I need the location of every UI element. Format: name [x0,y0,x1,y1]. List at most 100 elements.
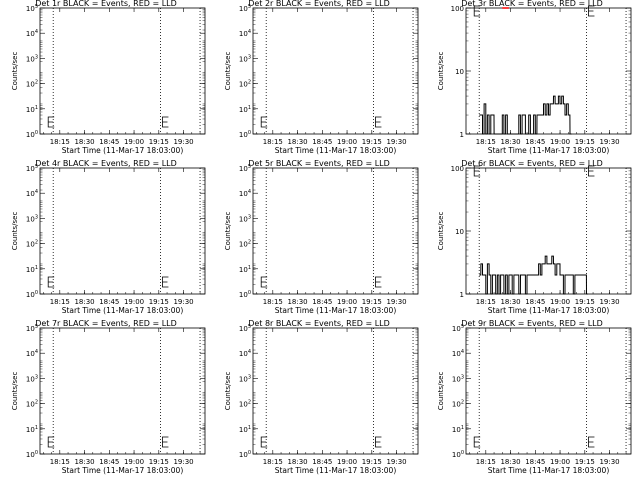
y-tick-label: 102 [26,240,38,249]
x-tick-label: 19:00 [124,458,144,466]
panel-title: Det 9r BLACK = Events, RED = LLD [461,319,603,328]
panel-title: Det 8r BLACK = Events, RED = LLD [248,319,390,328]
y-tick-label: 102 [26,80,38,89]
y-tick-label: 102 [239,80,251,89]
y-tick-label: 101 [26,265,38,274]
x-tick-label: 18:45 [99,138,119,146]
e-marker [162,116,169,128]
x-tick-label: 18:15 [50,138,70,146]
x-tick-label: 18:45 [525,458,545,466]
y-tick-label: 100 [26,130,38,139]
e-marker [260,436,268,448]
x-tick-label: 19:15 [362,138,382,146]
y-tick-label: 105 [239,324,251,333]
axes-frame [39,167,206,295]
y-tick-label: 105 [26,4,38,13]
y-tick-label: 100 [239,130,251,139]
y-tick-label: 103 [26,214,38,223]
x-tick-label: 19:30 [599,458,619,466]
y-tick-label: 102 [239,400,251,409]
x-tick-label: 18:45 [312,458,332,466]
x-tick-label: 18:45 [312,138,332,146]
x-axis-label: Start Time (11-Mar-17 18:03:00) [62,466,184,475]
x-tick-label: 18:30 [287,138,307,146]
panel-title: Det 4r BLACK = Events, RED = LLD [35,159,177,168]
e-marker [47,116,55,128]
x-tick-label: 18:15 [476,458,496,466]
x-tick-label: 18:15 [50,458,70,466]
x-tick-label: 19:00 [550,138,570,146]
x-axis-label: Start Time (11-Mar-17 18:03:00) [275,466,397,475]
y-tick-label: 1 [460,291,464,299]
y-tick-label: 104 [26,349,38,358]
y-tick-label: 100 [26,450,38,459]
e-marker [473,436,481,448]
y-tick-label: 100 [26,290,38,299]
e-marker [588,436,595,448]
panel-det-8: Det 8r BLACK = Events, RED = LLD 18:15 18:… [224,319,419,475]
y-tick-label: 105 [452,324,464,333]
y-tick-label: 105 [26,324,38,333]
x-tick-label: 19:30 [173,298,193,306]
y-tick-label: 101 [26,105,38,114]
x-tick-label: 18:30 [500,298,520,306]
x-tick-label: 19:30 [386,138,406,146]
x-tick-label: 18:30 [74,138,94,146]
y-tick-label: 103 [239,214,251,223]
y-tick-label: 104 [26,189,38,198]
x-axis-label: Start Time (11-Mar-17 18:03:00) [275,146,397,155]
x-tick-label: 19:15 [575,138,595,146]
x-axis-label: Start Time (11-Mar-17 18:03:00) [62,306,184,315]
y-tick-label: 104 [239,349,251,358]
panel-title: Det 7r BLACK = Events, RED = LLD [35,319,177,328]
x-tick-label: 18:45 [99,458,119,466]
axes-frame [39,327,206,455]
x-tick-label: 18:45 [525,138,545,146]
x-tick-label: 19:30 [599,138,619,146]
y-tick-label: 103 [452,374,464,383]
y-axis-label: Counts/sec [11,52,19,91]
x-tick-label: 18:30 [287,458,307,466]
y-tick-label: 102 [452,400,464,409]
x-tick-label: 19:30 [173,138,193,146]
e-marker [47,436,55,448]
x-tick-label: 19:15 [575,298,595,306]
panel-det-1: Det 1r BLACK = Events, RED = LLD 18:15 18:… [11,0,206,155]
x-tick-label: 18:30 [500,458,520,466]
x-axis-label: Start Time (11-Mar-17 18:03:00) [275,306,397,315]
panel-title: Det 3r BLACK = Events, RED = LLD [461,0,603,8]
y-tick-label: 102 [239,240,251,249]
y-tick-label: 1 [460,131,464,139]
e-marker [162,276,169,288]
x-tick-label: 18:15 [476,138,496,146]
y-tick-label: 100 [452,450,464,459]
e-marker [47,276,55,288]
x-axis-label: Start Time (11-Mar-17 18:03:00) [62,146,184,155]
x-tick-label: 18:45 [525,298,545,306]
panel-title: Det 1r BLACK = Events, RED = LLD [35,0,177,8]
x-tick-label: 18:15 [476,298,496,306]
x-tick-label: 19:15 [362,458,382,466]
y-axis-label: Counts/sec [224,372,232,411]
panel-det-9: Det 9r BLACK = Events, RED = LLD 18:15 18:… [437,319,632,475]
x-tick-label: 18:30 [500,138,520,146]
x-tick-label: 19:00 [124,298,144,306]
y-tick-label: 100 [451,5,464,13]
y-tick-label: 103 [26,374,38,383]
panel-title: Det 2r BLACK = Events, RED = LLD [248,0,390,8]
axes-frame [252,327,419,455]
y-tick-label: 102 [26,400,38,409]
x-tick-label: 19:15 [362,298,382,306]
panel-det-6: Det 6r BLACK = Events, RED = LLD 18:15 18:… [437,159,632,315]
x-tick-label: 18:45 [312,298,332,306]
y-axis-label: Counts/sec [224,52,232,91]
x-tick-label: 18:30 [74,298,94,306]
y-tick-label: 101 [26,425,38,434]
x-tick-label: 18:15 [263,298,283,306]
panel-det-7: Det 7r BLACK = Events, RED = LLD 18:15 18:… [11,319,206,475]
e-marker [588,165,595,177]
panel-det-5: Det 5r BLACK = Events, RED = LLD 18:15 18:… [224,159,419,315]
x-tick-label: 19:00 [337,138,357,146]
